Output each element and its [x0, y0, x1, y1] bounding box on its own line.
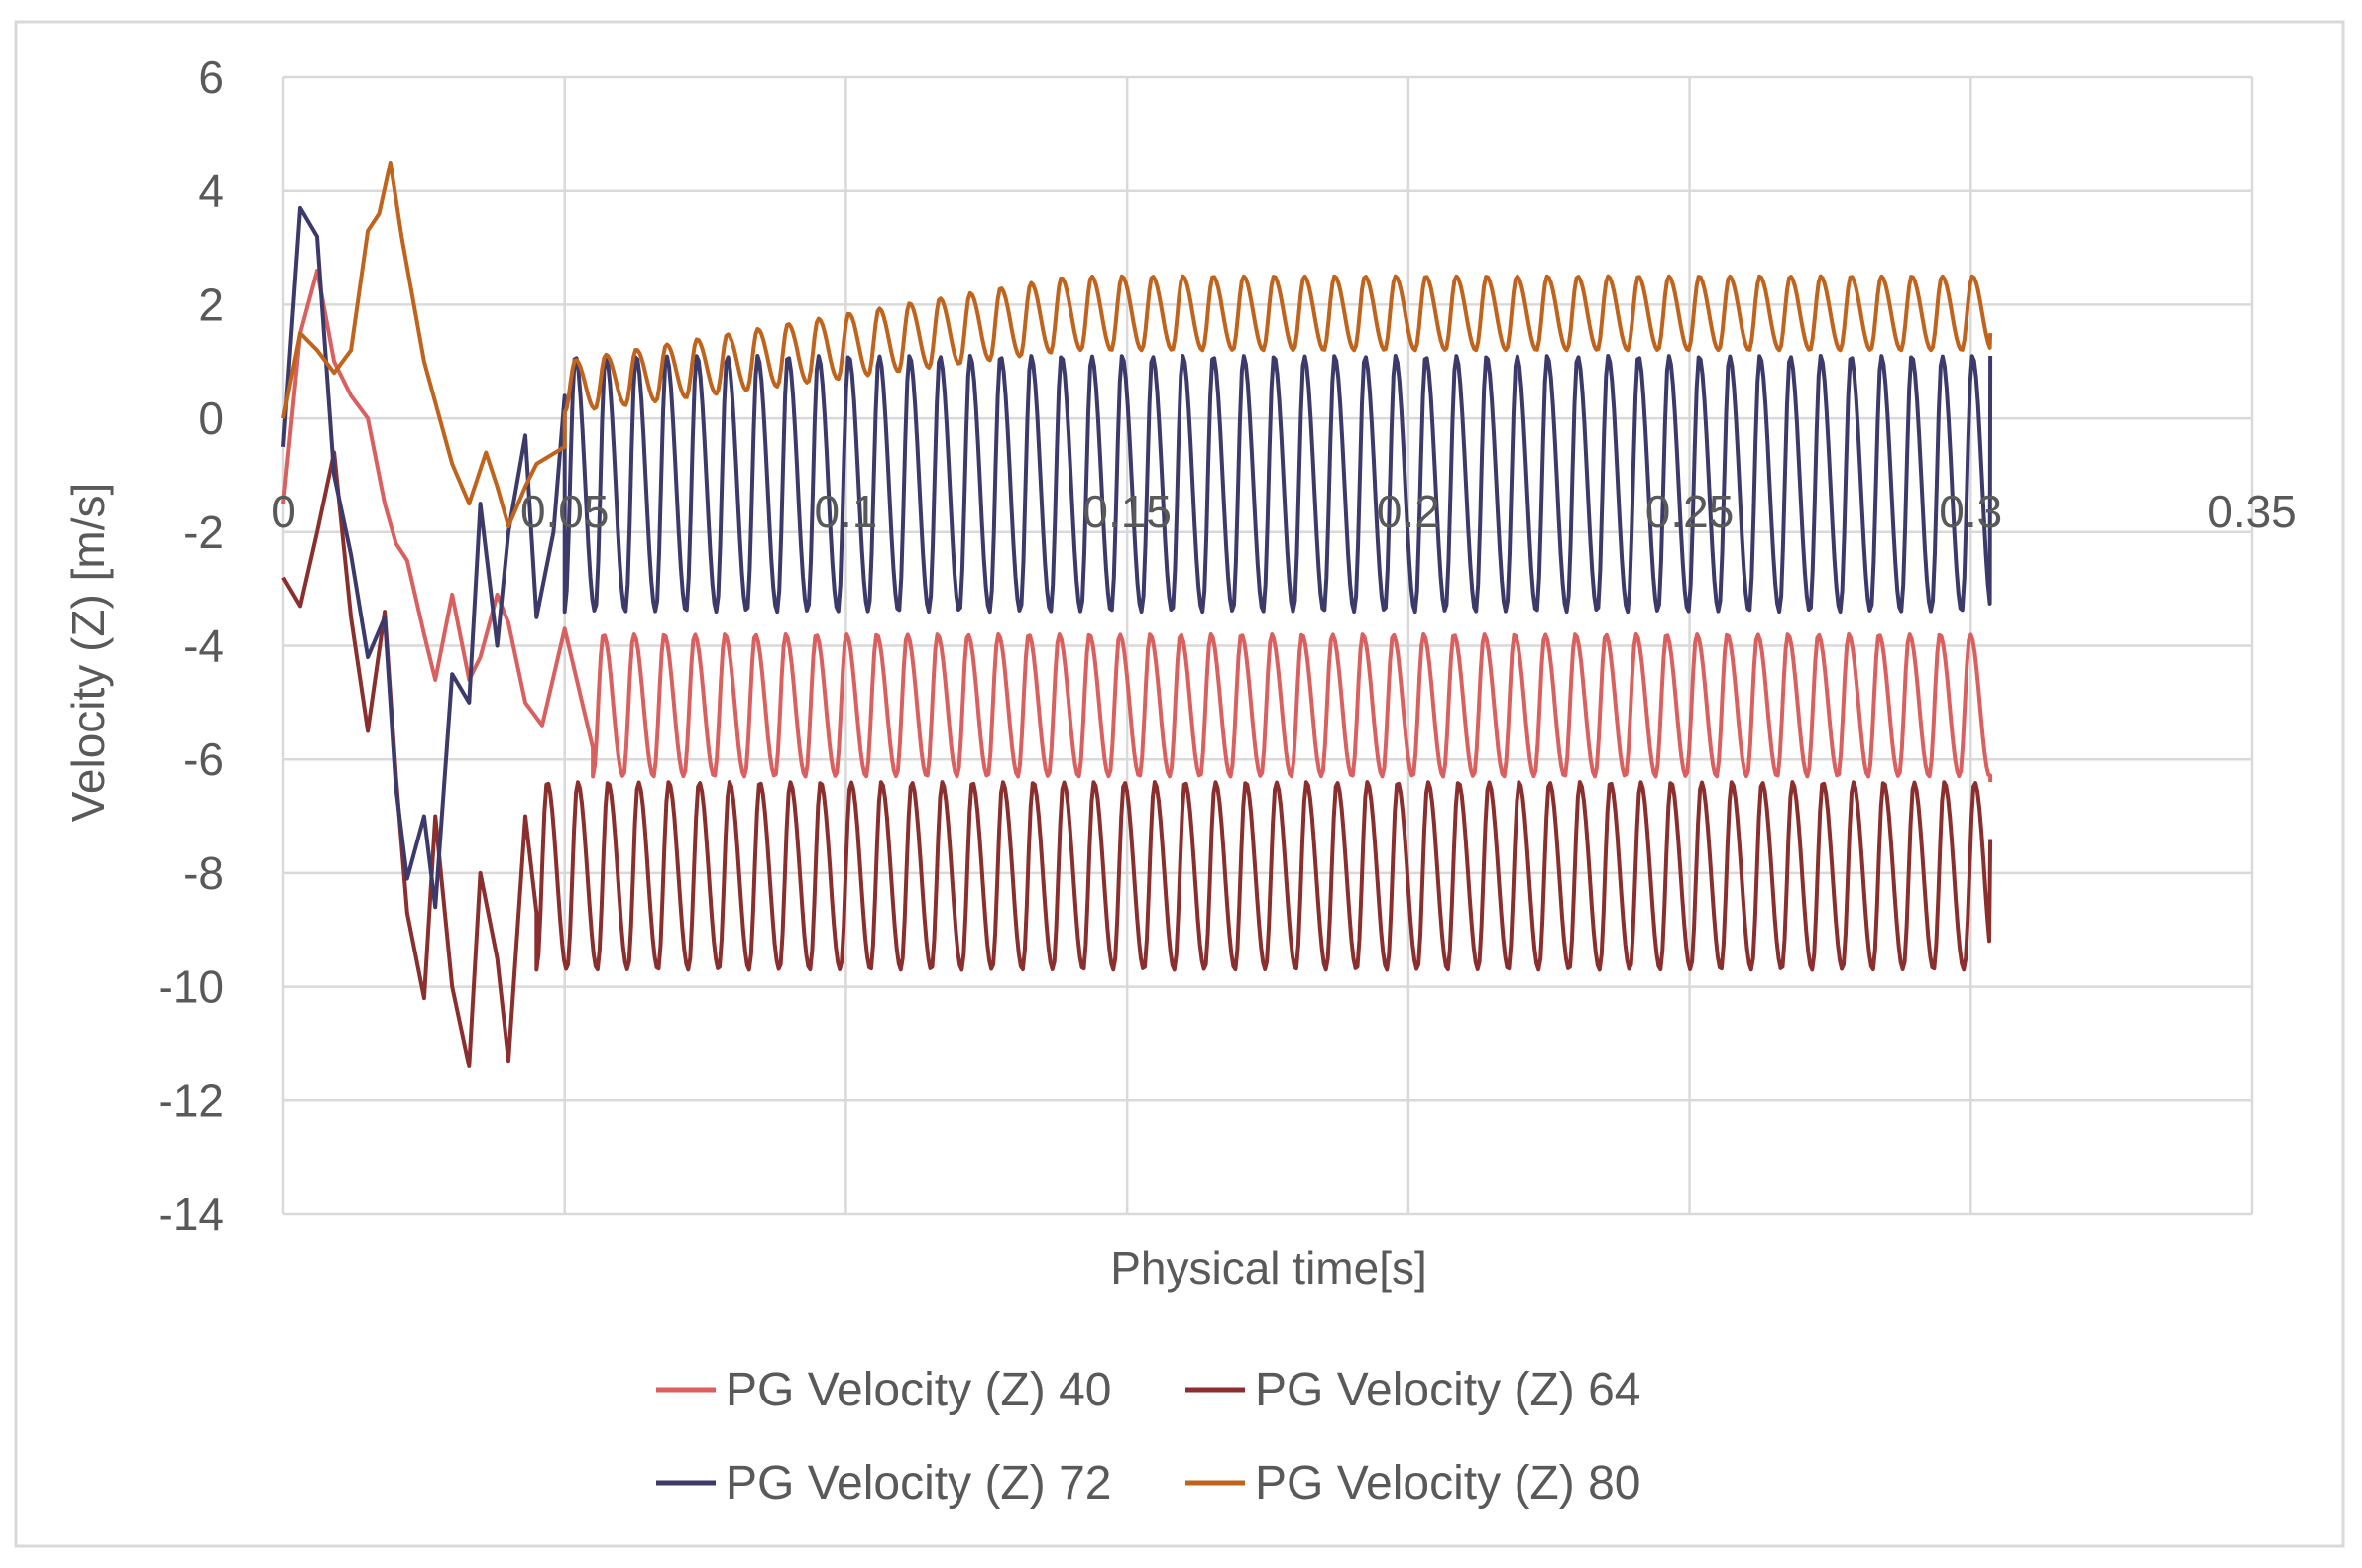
x-tick-label: 0.3 [1939, 486, 2002, 537]
y-tick-label: 0 [198, 392, 224, 444]
y-tick-label: -6 [183, 733, 224, 785]
y-axis-ticks: 6 4 2 0 -2 -4 -6 -8 -10 -12 -14 [159, 52, 224, 1240]
x-tick-label: 0.25 [1645, 486, 1735, 537]
y-axis-label: Velocity (Z) [m/s] [62, 483, 114, 822]
y-tick-label: -2 [183, 506, 224, 558]
series-line-0 [281, 269, 1993, 783]
chart-border [14, 20, 2345, 1548]
y-tick-label: 6 [198, 52, 224, 103]
x-tick-label: 0 [271, 486, 296, 537]
legend-item-72[interactable]: PG Velocity (Z) 72 [656, 1457, 1111, 1510]
y-tick-label: -10 [159, 961, 224, 1013]
legend-label-40: PG Velocity (Z) 40 [726, 1364, 1111, 1416]
x-axis-label: Physical time[s] [1110, 1242, 1427, 1293]
x-tick-label: 0.35 [2207, 486, 2297, 537]
y-tick-label: -12 [159, 1074, 224, 1126]
legend: PG Velocity (Z) 40 PG Velocity (Z) 64 PG… [656, 1364, 1640, 1510]
x-tick-label: 0.15 [1082, 486, 1172, 537]
series-line-3 [281, 161, 1993, 529]
y-tick-label: -8 [183, 847, 224, 899]
y-tick-label: -14 [159, 1188, 224, 1240]
y-tick-label: -4 [183, 620, 224, 672]
legend-label-80: PG Velocity (Z) 80 [1255, 1457, 1640, 1510]
series-line-2 [281, 205, 1993, 910]
x-tick-label: 0.2 [1377, 486, 1440, 537]
x-tick-label: 0.1 [814, 486, 877, 537]
y-tick-label: 4 [198, 166, 224, 217]
x-axis-ticks: 0 0.05 0.1 0.15 0.2 0.25 0.3 0.35 [271, 486, 2297, 537]
series-group [281, 161, 1993, 1068]
legend-label-72: PG Velocity (Z) 72 [726, 1457, 1111, 1510]
legend-item-40[interactable]: PG Velocity (Z) 40 [656, 1364, 1111, 1416]
series-line-1 [281, 450, 1993, 1068]
legend-label-64: PG Velocity (Z) 64 [1255, 1364, 1640, 1416]
x-tick-label: 0.05 [520, 486, 610, 537]
legend-item-80[interactable]: PG Velocity (Z) 80 [1185, 1457, 1640, 1510]
y-tick-label: 2 [198, 279, 224, 330]
legend-item-64[interactable]: PG Velocity (Z) 64 [1185, 1364, 1640, 1416]
